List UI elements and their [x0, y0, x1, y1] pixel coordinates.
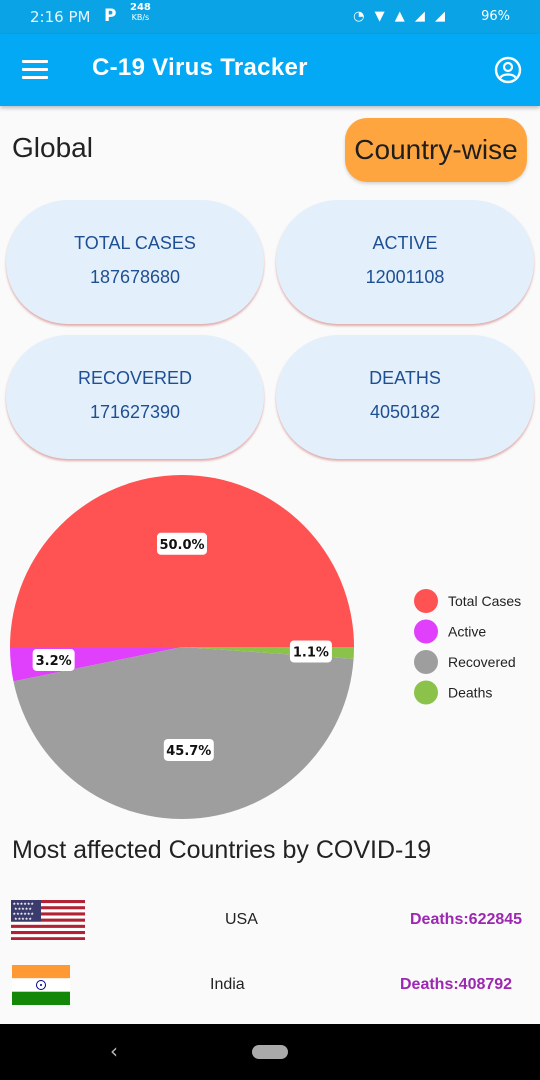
recovered-value: 171627390 [89, 402, 181, 422]
network-speed: 248 KB/s [130, 3, 151, 23]
active-value: 12001108 [365, 267, 445, 287]
menu-icon[interactable] [22, 60, 48, 80]
country-row-usa[interactable]: ★★★★★★ ★★★★★ ★★★★★★ ★★★★★ USA Deaths:62284… [0, 890, 540, 950]
recovered-label: RECOVERED [77, 368, 193, 388]
india-flag-icon [12, 965, 70, 1005]
paytm-notification-icon: P [104, 6, 117, 26]
usa-flag-icon: ★★★★★★★★★★★ ★★★★★★★★★★★ [11, 900, 85, 940]
total-cases-label: TOTAL CASES [74, 233, 196, 253]
pie-label-recovered: 45.7% [163, 738, 214, 761]
active-card: ACTIVE 12001108 [276, 200, 534, 324]
deaths-label: DEATHS [369, 368, 441, 388]
svg-text:3.2%: 3.2% [36, 654, 72, 669]
signal-icons: ◔ ▼ ▲ ◢ ◢ [353, 9, 448, 24]
svg-text:★★★★★: ★★★★★ [14, 906, 32, 911]
country-name: USA [225, 911, 258, 928]
svg-text:★★★★★★: ★★★★★★ [13, 911, 35, 916]
country-wise-button[interactable]: Country-wise [345, 118, 527, 182]
svg-text:50.0%: 50.0% [159, 538, 204, 553]
svg-text:★★★★★★: ★★★★★★ [13, 901, 35, 906]
app-bar: C-19 Virus Tracker [0, 34, 540, 106]
recovered-card: RECOVERED 171627390 [6, 335, 264, 459]
svg-text:Recovered: Recovered [448, 654, 516, 670]
total-cases-value: 187678680 [89, 267, 181, 287]
legend-item-deaths: Deaths [414, 680, 492, 705]
status-time: 2:16 PM [30, 8, 91, 26]
back-icon[interactable]: ‹ [110, 1039, 118, 1063]
country-deaths: Deaths:622845 [410, 911, 523, 928]
svg-text:1.1%: 1.1% [293, 645, 329, 660]
status-bar: 2:16 PM P 248 KB/s ◔ ▼ ▲ ◢ ◢ 96% [0, 0, 540, 34]
svg-text:Total Cases: Total Cases [448, 593, 521, 609]
cases-pie-chart: 50.0% 3.2% 45.7% 1.1% Total Cases Active Recov… [10, 475, 521, 819]
total-cases-card: TOTAL CASES 187678680 [6, 200, 264, 324]
account-icon[interactable] [494, 56, 522, 84]
pie-slice-total-cases [10, 475, 354, 647]
network-speed-unit: KB/s [131, 13, 150, 22]
most-affected-title: Most affected Countries by COVID-19 [12, 836, 432, 864]
country-row-india[interactable]: India Deaths:408792 [0, 955, 540, 1015]
pie-slice-recovered [13, 647, 354, 819]
battery-level: 96% [481, 9, 510, 24]
country-deaths: Deaths:408792 [400, 976, 513, 993]
active-label: ACTIVE [372, 233, 438, 253]
legend-item-active: Active [414, 619, 486, 644]
pie-label-total-cases: 50.0% [157, 532, 207, 555]
app-title: C-19 Virus Tracker [92, 54, 308, 81]
deaths-value: 4050182 [369, 402, 441, 422]
svg-text:Active: Active [448, 624, 486, 640]
navigation-bar: ‹ [0, 1024, 540, 1080]
deaths-card: DEATHS 4050182 [276, 335, 534, 459]
svg-text:45.7%: 45.7% [166, 744, 211, 759]
svg-text:Deaths: Deaths [448, 685, 492, 701]
pie-label-active: 3.2% [32, 648, 75, 671]
network-speed-value: 248 [130, 2, 151, 13]
svg-text:★★★★★: ★★★★★ [14, 916, 32, 921]
global-heading: Global [12, 132, 93, 163]
legend-item-total-cases: Total Cases [414, 589, 521, 613]
legend-item-recovered: Recovered [414, 650, 516, 674]
pie-label-deaths: 1.1% [289, 640, 332, 663]
home-pill-icon[interactable] [252, 1045, 288, 1059]
country-name: India [210, 976, 245, 993]
